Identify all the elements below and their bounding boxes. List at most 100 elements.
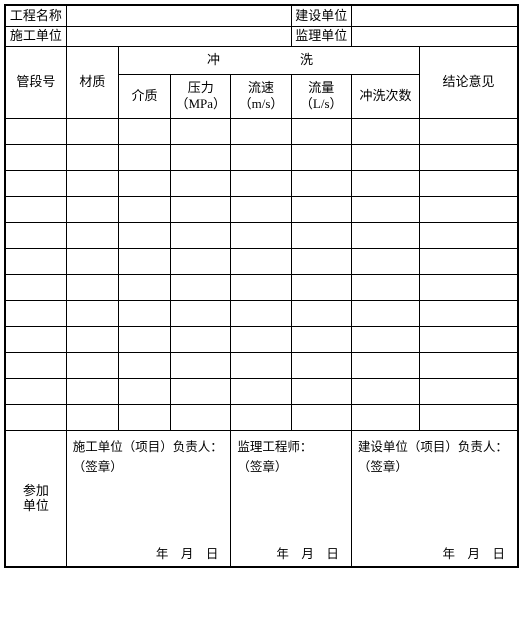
- cell-concl[interactable]: [420, 170, 517, 196]
- cell-pressure[interactable]: [171, 248, 231, 274]
- cell-pressure[interactable]: [171, 170, 231, 196]
- cell-concl[interactable]: [420, 196, 517, 222]
- cell-times[interactable]: [351, 222, 419, 248]
- cell-flow[interactable]: [291, 196, 351, 222]
- cell-medium[interactable]: [118, 170, 170, 196]
- cell-times[interactable]: [351, 118, 419, 144]
- cell-pipe[interactable]: [6, 196, 66, 222]
- cell-mat[interactable]: [66, 222, 118, 248]
- cell-medium[interactable]: [118, 274, 170, 300]
- cell-times[interactable]: [351, 326, 419, 352]
- cell-times[interactable]: [351, 352, 419, 378]
- cell-pipe[interactable]: [6, 404, 66, 430]
- cell-times[interactable]: [351, 248, 419, 274]
- cell-flow[interactable]: [291, 404, 351, 430]
- cell-times[interactable]: [351, 170, 419, 196]
- cell-pressure[interactable]: [171, 326, 231, 352]
- cell-mat[interactable]: [66, 326, 118, 352]
- value-supervisor[interactable]: [351, 26, 517, 46]
- cell-flow[interactable]: [291, 248, 351, 274]
- cell-pipe[interactable]: [6, 352, 66, 378]
- cell-velocity[interactable]: [231, 196, 291, 222]
- cell-concl[interactable]: [420, 118, 517, 144]
- cell-concl[interactable]: [420, 144, 517, 170]
- cell-flow[interactable]: [291, 222, 351, 248]
- cell-velocity[interactable]: [231, 144, 291, 170]
- cell-pressure[interactable]: [171, 352, 231, 378]
- cell-pipe[interactable]: [6, 274, 66, 300]
- value-project-name[interactable]: [66, 6, 291, 26]
- cell-pipe[interactable]: [6, 144, 66, 170]
- cell-medium[interactable]: [118, 118, 170, 144]
- cell-pressure[interactable]: [171, 196, 231, 222]
- cell-pressure[interactable]: [171, 274, 231, 300]
- cell-concl[interactable]: [420, 274, 517, 300]
- cell-pipe[interactable]: [6, 118, 66, 144]
- sig-owner-cell[interactable]: 建设单位（项目）负责人： （签章） 年 月 日: [351, 430, 517, 566]
- cell-concl[interactable]: [420, 326, 517, 352]
- cell-medium[interactable]: [118, 326, 170, 352]
- value-constructor[interactable]: [66, 26, 291, 46]
- cell-mat[interactable]: [66, 404, 118, 430]
- cell-pressure[interactable]: [171, 222, 231, 248]
- cell-pipe[interactable]: [6, 248, 66, 274]
- cell-pipe[interactable]: [6, 326, 66, 352]
- value-owner[interactable]: [351, 6, 517, 26]
- cell-medium[interactable]: [118, 404, 170, 430]
- cell-concl[interactable]: [420, 300, 517, 326]
- cell-pipe[interactable]: [6, 222, 66, 248]
- cell-velocity[interactable]: [231, 248, 291, 274]
- cell-medium[interactable]: [118, 352, 170, 378]
- cell-flow[interactable]: [291, 300, 351, 326]
- cell-velocity[interactable]: [231, 378, 291, 404]
- cell-mat[interactable]: [66, 248, 118, 274]
- cell-pressure[interactable]: [171, 404, 231, 430]
- cell-mat[interactable]: [66, 274, 118, 300]
- cell-times[interactable]: [351, 144, 419, 170]
- cell-mat[interactable]: [66, 144, 118, 170]
- cell-medium[interactable]: [118, 222, 170, 248]
- cell-medium[interactable]: [118, 300, 170, 326]
- cell-flow[interactable]: [291, 170, 351, 196]
- cell-pipe[interactable]: [6, 300, 66, 326]
- cell-flow[interactable]: [291, 352, 351, 378]
- cell-pressure[interactable]: [171, 118, 231, 144]
- cell-concl[interactable]: [420, 404, 517, 430]
- cell-concl[interactable]: [420, 222, 517, 248]
- cell-pressure[interactable]: [171, 300, 231, 326]
- cell-medium[interactable]: [118, 378, 170, 404]
- cell-flow[interactable]: [291, 378, 351, 404]
- cell-flow[interactable]: [291, 118, 351, 144]
- cell-times[interactable]: [351, 274, 419, 300]
- cell-velocity[interactable]: [231, 404, 291, 430]
- cell-times[interactable]: [351, 378, 419, 404]
- cell-flow[interactable]: [291, 144, 351, 170]
- sig-constructor-cell[interactable]: 施工单位（项目）负责人： （签章） 年 月 日: [66, 430, 231, 566]
- sig-supervisor-cell[interactable]: 监理工程师： （签章） 年 月 日: [231, 430, 351, 566]
- cell-times[interactable]: [351, 404, 419, 430]
- cell-mat[interactable]: [66, 352, 118, 378]
- cell-mat[interactable]: [66, 378, 118, 404]
- cell-flow[interactable]: [291, 274, 351, 300]
- cell-times[interactable]: [351, 300, 419, 326]
- cell-velocity[interactable]: [231, 300, 291, 326]
- cell-medium[interactable]: [118, 144, 170, 170]
- cell-times[interactable]: [351, 196, 419, 222]
- cell-pipe[interactable]: [6, 170, 66, 196]
- cell-medium[interactable]: [118, 196, 170, 222]
- cell-velocity[interactable]: [231, 352, 291, 378]
- cell-mat[interactable]: [66, 118, 118, 144]
- cell-velocity[interactable]: [231, 118, 291, 144]
- cell-velocity[interactable]: [231, 222, 291, 248]
- cell-pipe[interactable]: [6, 378, 66, 404]
- cell-velocity[interactable]: [231, 274, 291, 300]
- cell-concl[interactable]: [420, 378, 517, 404]
- cell-medium[interactable]: [118, 248, 170, 274]
- cell-flow[interactable]: [291, 326, 351, 352]
- cell-mat[interactable]: [66, 196, 118, 222]
- cell-velocity[interactable]: [231, 326, 291, 352]
- cell-mat[interactable]: [66, 300, 118, 326]
- cell-pressure[interactable]: [171, 144, 231, 170]
- cell-concl[interactable]: [420, 248, 517, 274]
- cell-velocity[interactable]: [231, 170, 291, 196]
